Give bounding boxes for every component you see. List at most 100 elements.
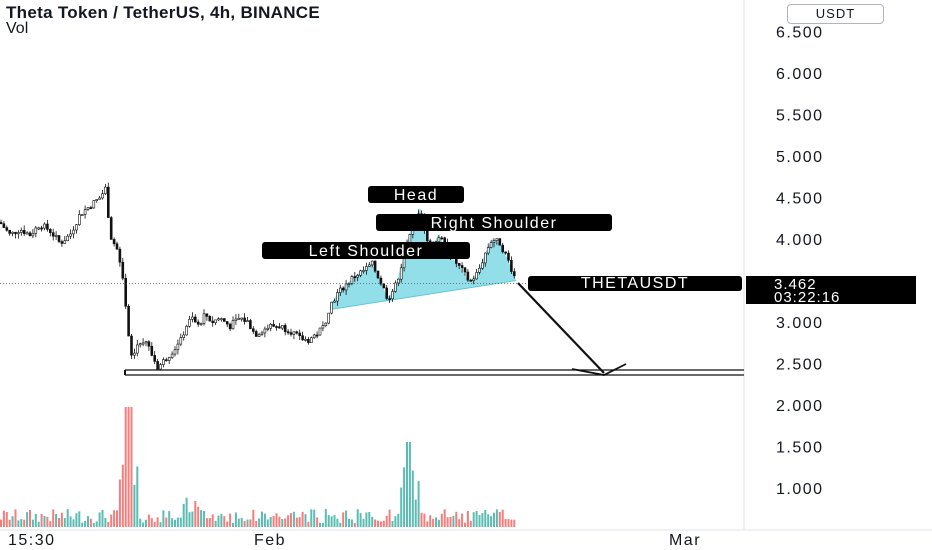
last-price-value: 3.462 (774, 276, 817, 293)
volume-bar (258, 518, 261, 527)
head-label-bg (368, 186, 464, 203)
volume-bar (66, 509, 69, 527)
currency-button[interactable]: USDT (787, 4, 884, 24)
volume-bar (252, 509, 255, 527)
candle-body (115, 243, 119, 250)
volume-bar (223, 516, 226, 527)
volume-bar (92, 522, 95, 527)
volume-bar (78, 511, 81, 527)
candle-body (396, 278, 400, 284)
volume-bar (440, 513, 443, 527)
candle-body (150, 345, 154, 356)
time-axis: 15:30 Feb Mar (8, 532, 700, 549)
volume-bar (435, 517, 437, 527)
volume-bar (382, 520, 385, 527)
candle-body (92, 200, 96, 209)
candle-body (118, 248, 122, 263)
price-tick-label: 6.000 (776, 66, 824, 83)
price-tick-label: 2.000 (776, 398, 824, 415)
volume-bar (26, 512, 29, 527)
candle-body (133, 352, 136, 356)
neckline (329, 280, 517, 311)
candle-body (391, 291, 394, 300)
candle-body (246, 320, 249, 323)
candle-body (324, 322, 328, 326)
candle-body (159, 364, 162, 370)
volume-bar (200, 510, 203, 527)
symbol-label-text: THETAUSDT (581, 275, 689, 292)
candle-body (196, 321, 200, 325)
volume-bar (142, 522, 145, 527)
volume-bar (475, 511, 478, 527)
volume-bar (237, 518, 240, 527)
candle-body (309, 337, 313, 343)
volume-bar (214, 520, 217, 527)
volume-bar (408, 442, 411, 527)
volume-bar (104, 517, 107, 527)
volume-bar (165, 517, 168, 527)
candle-body (176, 343, 180, 351)
volume-bar (394, 516, 397, 527)
candle-body (83, 209, 87, 215)
volume-bar (168, 511, 171, 527)
left-shoulder-label: Left Shoulder (262, 242, 470, 260)
candle-body (124, 277, 127, 307)
candle-body (249, 320, 252, 330)
volume-bar (159, 522, 162, 527)
volume-bar (321, 522, 324, 527)
volume-bar (420, 512, 423, 527)
volume-bar (182, 503, 185, 527)
volume-bar (232, 522, 234, 527)
volume-bar (458, 519, 461, 527)
candle-body (95, 199, 98, 202)
volume-bar (365, 512, 368, 527)
candle-body (321, 325, 325, 329)
volume-bar (116, 510, 118, 527)
candle-body (138, 343, 142, 346)
volume-bar (504, 518, 507, 527)
price-tick-label: 2.500 (776, 357, 824, 374)
candle-body (243, 317, 246, 322)
candle-body (278, 326, 281, 329)
candle-body (234, 318, 238, 321)
volume-bar (437, 519, 440, 527)
volume-bar (176, 517, 179, 527)
volume-bar (136, 466, 139, 527)
volume-bar (255, 520, 258, 527)
volume-bar (495, 509, 498, 527)
candle-body (254, 331, 258, 337)
price-tick-label: 6.500 (776, 25, 824, 42)
volume-bar (34, 513, 37, 527)
candle-body (312, 334, 316, 339)
volume-bar (118, 479, 121, 527)
candle-body (89, 207, 93, 209)
candle-body (263, 328, 267, 334)
volume-bar (203, 510, 205, 527)
candle-body (298, 332, 302, 336)
price-tick-label: 3.000 (776, 315, 824, 332)
volume-bar (336, 518, 339, 527)
candle-body (31, 233, 35, 237)
volume-bar (2, 510, 5, 527)
candle-body (315, 334, 319, 337)
candle-body (292, 331, 296, 335)
candle-body (341, 287, 345, 291)
candle-body (25, 232, 29, 235)
candle-body (214, 319, 217, 323)
right-shoulder-label-text: Right Shoulder (431, 215, 558, 232)
last-price-tag: 3.462 03:22:16 (746, 276, 916, 306)
candle-body (498, 238, 502, 246)
volume-bar (191, 511, 194, 527)
candle-body (376, 270, 380, 279)
volume-bar (17, 520, 20, 527)
volume-bar (40, 513, 43, 527)
candle-body (51, 232, 55, 237)
candle-body (437, 237, 441, 242)
volume-bar (171, 518, 174, 527)
volume-bar (72, 519, 75, 527)
volume-bar (333, 515, 336, 527)
candle-body (144, 341, 148, 344)
price-tick-label: 4.500 (776, 191, 824, 208)
volume-bars (0, 407, 516, 527)
